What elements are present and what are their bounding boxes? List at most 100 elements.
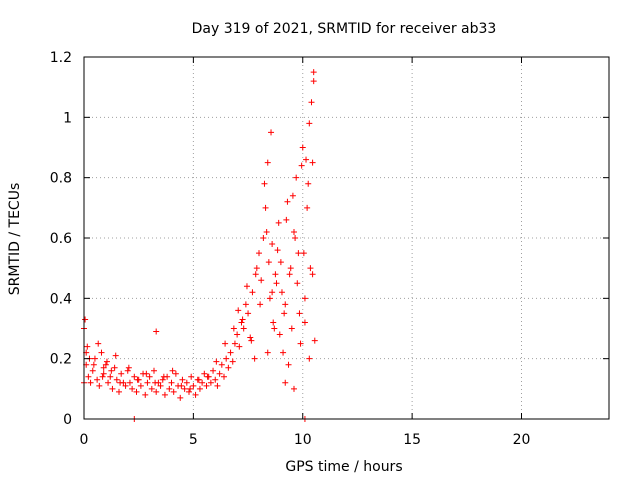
data-point (305, 180, 312, 187)
data-point (153, 328, 160, 335)
data-point (301, 295, 308, 302)
data-point (230, 325, 237, 332)
data-point (236, 343, 243, 350)
data-point (242, 301, 249, 308)
data-point (168, 379, 175, 386)
data-point (91, 355, 98, 362)
data-point (292, 235, 299, 241)
data-point (113, 376, 120, 383)
y-tick-label: 0.4 (50, 291, 72, 307)
data-point (310, 78, 317, 85)
data-point (201, 370, 208, 377)
data-point (199, 379, 206, 386)
data-point (116, 388, 122, 395)
data-point (303, 156, 310, 163)
data-point (207, 379, 214, 386)
data-point (84, 343, 91, 350)
y-tick-label: 0 (63, 412, 72, 428)
y-tick-label: 1 (63, 110, 72, 126)
data-point (289, 192, 296, 199)
y-tick-label: 0.6 (50, 231, 72, 247)
data-point (291, 228, 297, 235)
data-point (100, 370, 107, 377)
data-point (264, 159, 271, 166)
data-point (263, 228, 270, 235)
data-point (134, 376, 141, 383)
data-point (179, 376, 186, 383)
data-point (177, 394, 184, 401)
data-point (109, 385, 116, 392)
data-point (283, 216, 290, 223)
data-point (306, 355, 313, 362)
data-point (181, 385, 188, 392)
data-point (100, 364, 107, 371)
data-point (278, 289, 285, 296)
data-point (293, 174, 300, 181)
y-tick-label: 1.2 (50, 50, 72, 66)
data-point (204, 373, 211, 380)
data-point (309, 271, 316, 278)
data-point (277, 259, 284, 266)
data-point (105, 379, 112, 386)
data-point (129, 385, 136, 392)
data-point (94, 376, 101, 383)
data-point (169, 367, 176, 374)
data-point (157, 382, 164, 389)
data-point (295, 250, 302, 257)
data-point (213, 358, 220, 365)
data-point (118, 370, 125, 377)
data-point (235, 307, 242, 314)
data-point (271, 325, 278, 332)
data-point (82, 316, 89, 323)
data-point (146, 373, 153, 380)
y-tick-label: 0.8 (50, 171, 72, 187)
data-point (260, 235, 267, 241)
x-tick-label: 5 (189, 432, 198, 448)
x-axis-label: GPS time / hours (285, 459, 402, 475)
data-point (112, 352, 119, 359)
y-axis-ticks: 0 0.2 0.4 0.6 0.8 1 1.2 (50, 50, 609, 428)
data-point (274, 247, 281, 254)
data-point (282, 379, 289, 386)
data-point (256, 250, 262, 257)
data-point (238, 319, 245, 326)
data-point (240, 325, 247, 332)
data-point (103, 358, 110, 365)
data-point (310, 69, 317, 76)
data-point (296, 310, 303, 317)
data-point (195, 376, 202, 383)
data-point (222, 340, 229, 347)
data-point (299, 144, 306, 151)
data-point (151, 367, 157, 374)
plot-frame (83, 56, 610, 420)
data-point (221, 373, 227, 380)
data-point (287, 265, 294, 272)
data-point (300, 250, 307, 257)
data-point (102, 361, 109, 368)
data-point (166, 385, 173, 392)
data-point (142, 391, 149, 398)
data-point (212, 376, 219, 383)
x-tick-label: 20 (513, 432, 531, 448)
data-point (262, 204, 269, 211)
data-point (234, 331, 241, 338)
data-point (216, 370, 223, 377)
data-point (96, 382, 103, 389)
data-point (124, 367, 131, 374)
data-point (210, 367, 217, 374)
data-point (294, 280, 301, 287)
data-point (291, 385, 297, 392)
data-point (269, 289, 276, 296)
data-point (153, 388, 160, 395)
data-point (298, 162, 305, 169)
data-point (248, 337, 255, 344)
data-point (275, 219, 282, 226)
data-point (172, 370, 179, 377)
data-point (178, 382, 185, 389)
grid-lines (84, 57, 609, 419)
chart-title: Day 319 of 2021, SRMTID for receiver ab3… (192, 21, 497, 37)
data-point (143, 370, 150, 377)
data-point (131, 373, 138, 380)
x-axis-ticks: 0 5 10 15 20 (80, 57, 531, 448)
data-point (90, 361, 97, 368)
